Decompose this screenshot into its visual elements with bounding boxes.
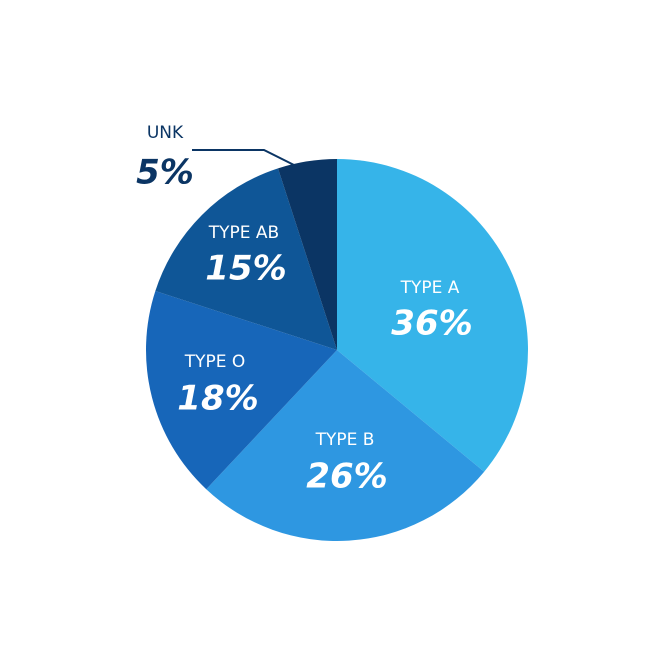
pie-slice <box>206 350 485 541</box>
value-label: 18% <box>177 379 258 419</box>
slice-label: TYPE O <box>184 352 246 372</box>
value-label: 26% <box>306 457 387 497</box>
value-label: 15% <box>205 249 286 289</box>
pie-slice <box>155 168 337 350</box>
slice-label: TYPE B <box>315 430 375 450</box>
value-label: 5% <box>136 153 194 193</box>
leader-line <box>192 149 297 167</box>
slice-label: TYPE A <box>400 278 460 298</box>
slice-label: UNK <box>147 123 184 143</box>
pie-slice <box>277 159 337 350</box>
pie-slice <box>146 290 337 490</box>
slice-label: TYPE AB <box>208 223 279 243</box>
value-label: 36% <box>391 304 472 344</box>
pie-slice <box>337 159 528 472</box>
